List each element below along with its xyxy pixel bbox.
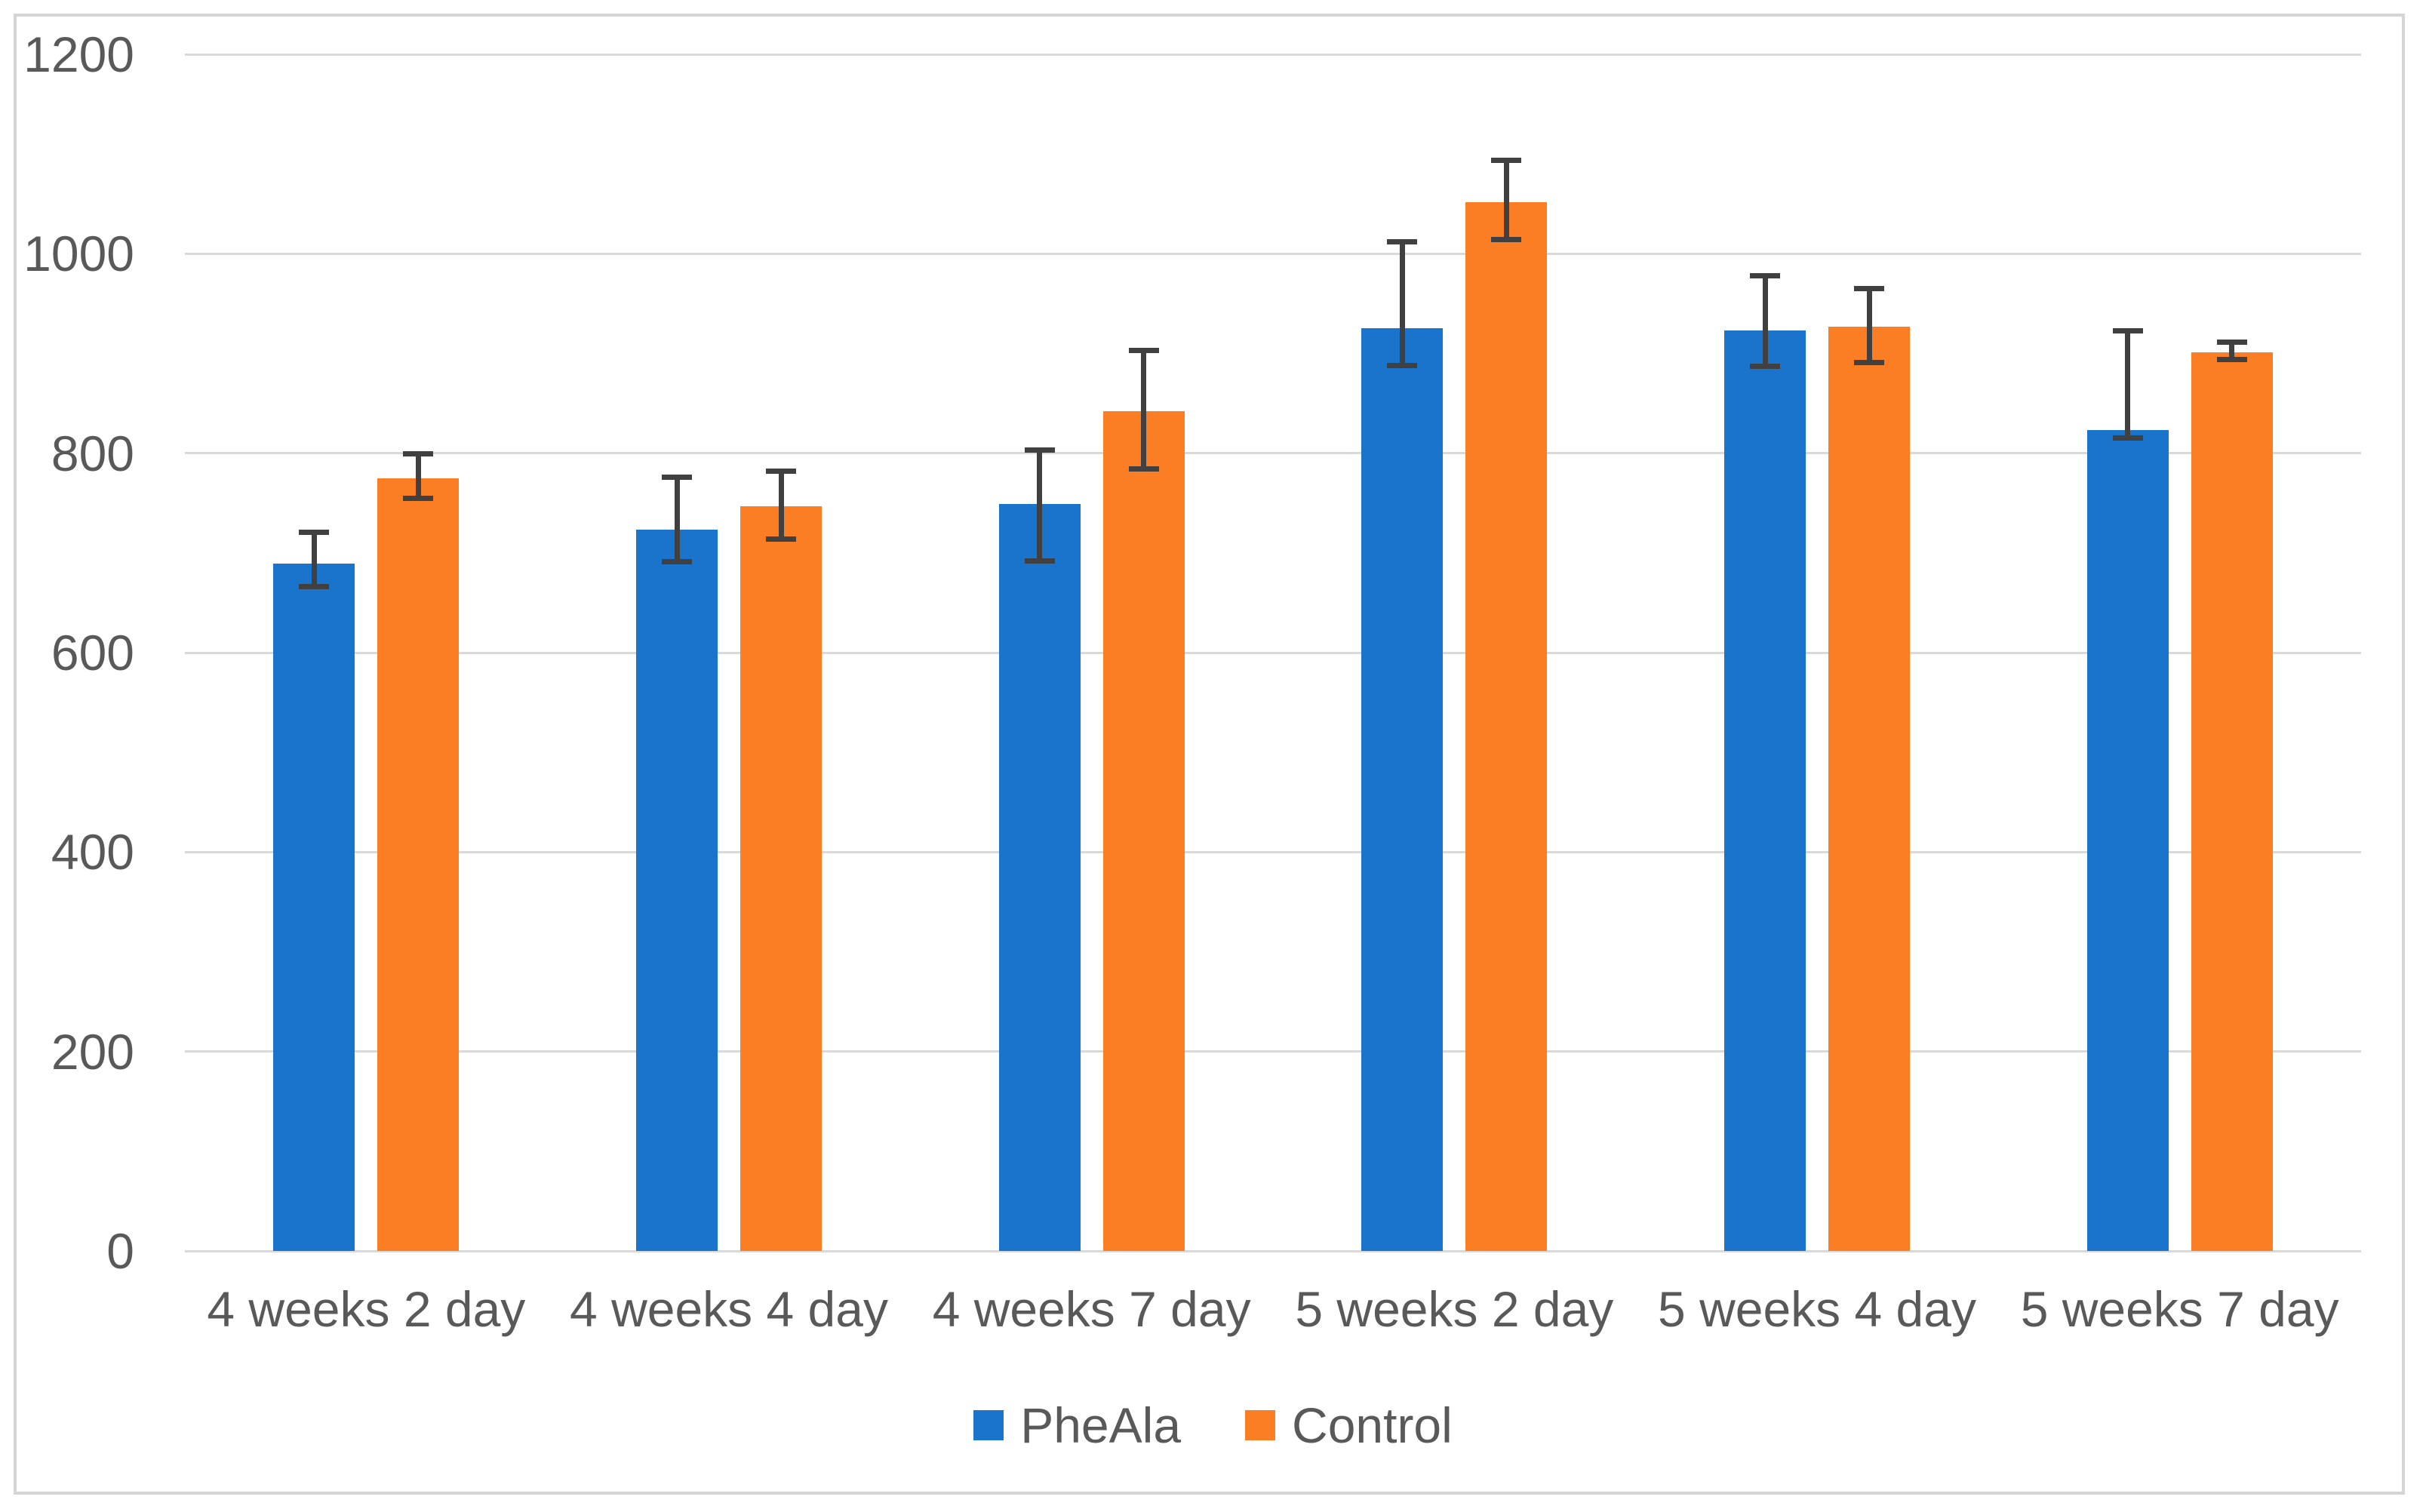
error-bar-top-cap-control-1 xyxy=(403,451,434,457)
error-bar-line-control-5 xyxy=(1866,288,1872,363)
legend-swatch-control xyxy=(1245,1410,1276,1440)
error-bar-bottom-cap-control-1 xyxy=(403,495,434,501)
bar-control-4 xyxy=(1465,201,1548,1251)
error-bar-line-pheala-3 xyxy=(1037,450,1043,561)
x-axis-category-label-4: 5 weeks 2 day xyxy=(1295,1281,1614,1337)
y-axis-tick-label-1000: 1000 xyxy=(23,226,134,282)
error-bar-bottom-cap-pheala-1 xyxy=(299,584,330,590)
bar-control-1 xyxy=(377,478,460,1251)
y-axis-tick-label-600: 600 xyxy=(51,625,134,681)
y-axis-tick-label-200: 200 xyxy=(51,1023,134,1080)
bar-control-3 xyxy=(1102,411,1185,1251)
legend-item-control: Control xyxy=(1245,1400,1453,1450)
bar-control-5 xyxy=(1828,326,1910,1251)
error-bar-top-cap-control-4 xyxy=(1491,157,1522,163)
error-bar-line-control-2 xyxy=(778,471,784,539)
bar-pheala-1 xyxy=(273,564,355,1251)
error-bar-line-pheala-1 xyxy=(311,532,317,587)
x-axis-category-label-2: 4 weeks 4 day xyxy=(570,1281,888,1337)
bar-control-6 xyxy=(2191,352,2273,1251)
x-axis-category-label-5: 5 weeks 4 day xyxy=(1658,1281,1976,1337)
legend-item-pheala: PheAla xyxy=(973,1400,1181,1450)
error-bar-bottom-cap-control-2 xyxy=(766,536,796,542)
error-bar-line-pheala-6 xyxy=(2125,330,2131,438)
bar-pheala-2 xyxy=(636,530,718,1251)
x-axis-category-label-1: 4 weeks 2 day xyxy=(207,1281,526,1337)
gridline-400 xyxy=(185,850,2361,853)
error-bar-top-cap-control-2 xyxy=(766,468,796,474)
gridline-1200 xyxy=(185,53,2361,56)
error-bar-line-pheala-5 xyxy=(1762,275,1768,367)
legend-label-control: Control xyxy=(1292,1397,1453,1453)
y-axis-tick-label-1200: 1200 xyxy=(23,26,134,82)
bar-pheala-5 xyxy=(1724,330,1806,1251)
error-bar-top-cap-control-3 xyxy=(1128,348,1159,354)
error-bar-line-pheala-2 xyxy=(674,477,680,562)
gridline-800 xyxy=(185,452,2361,455)
error-bar-top-cap-control-5 xyxy=(1854,286,1884,292)
error-bar-top-cap-pheala-6 xyxy=(2112,327,2143,333)
y-axis-tick-label-400: 400 xyxy=(51,824,134,880)
bar-pheala-3 xyxy=(998,504,1081,1251)
legend-swatch-pheala xyxy=(973,1410,1004,1440)
error-bar-line-control-1 xyxy=(415,453,421,499)
legend-label-pheala: PheAla xyxy=(1020,1397,1182,1453)
gridline-600 xyxy=(185,651,2361,654)
bar-pheala-4 xyxy=(1361,328,1444,1251)
x-axis-category-label-6: 5 weeks 7 day xyxy=(2020,1281,2339,1337)
x-axis-category-label-3: 4 weeks 7 day xyxy=(932,1281,1251,1337)
error-bar-line-control-3 xyxy=(1141,350,1147,469)
chart-border xyxy=(14,14,2405,1495)
error-bar-bottom-cap-pheala-3 xyxy=(1024,558,1055,564)
error-bar-bottom-cap-control-3 xyxy=(1128,466,1159,472)
error-bar-top-cap-pheala-2 xyxy=(662,474,692,480)
error-bar-top-cap-pheala-4 xyxy=(1387,238,1418,244)
error-bar-bottom-cap-pheala-6 xyxy=(2112,435,2143,441)
error-bar-bottom-cap-pheala-4 xyxy=(1387,362,1418,368)
y-axis-tick-label-800: 800 xyxy=(51,425,134,481)
error-bar-bottom-cap-control-4 xyxy=(1491,237,1522,243)
legend: PheAla Control xyxy=(0,1400,2426,1450)
error-bar-top-cap-pheala-5 xyxy=(1750,272,1780,278)
error-bar-bottom-cap-pheala-2 xyxy=(662,559,692,565)
error-bar-bottom-cap-control-5 xyxy=(1854,359,1884,365)
bar-pheala-6 xyxy=(2086,430,2169,1251)
error-bar-line-pheala-4 xyxy=(1399,241,1405,366)
gridline-0 xyxy=(185,1249,2361,1252)
error-bar-line-control-4 xyxy=(1503,160,1509,240)
bar-control-2 xyxy=(740,506,822,1251)
y-axis-tick-label-0: 0 xyxy=(106,1223,134,1279)
error-bar-bottom-cap-pheala-5 xyxy=(1750,364,1780,370)
gridline-1000 xyxy=(185,252,2361,255)
error-bar-top-cap-pheala-1 xyxy=(299,529,330,535)
gridline-200 xyxy=(185,1050,2361,1053)
error-bar-top-cap-control-6 xyxy=(2216,340,2247,346)
error-bar-line-control-6 xyxy=(2229,342,2235,360)
error-bar-bottom-cap-control-6 xyxy=(2216,356,2247,362)
error-bar-top-cap-pheala-3 xyxy=(1024,447,1055,453)
